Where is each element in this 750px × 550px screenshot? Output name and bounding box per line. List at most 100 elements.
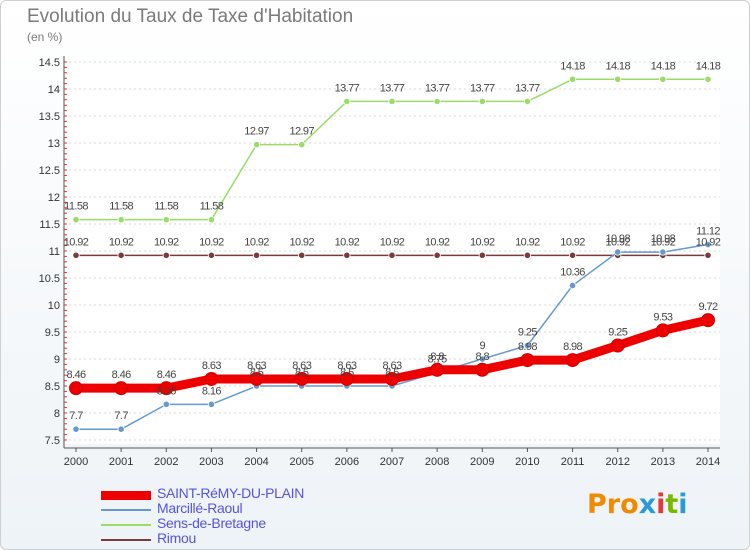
data-label: 8.5 [295, 367, 309, 379]
data-point [478, 355, 486, 363]
data-label: 13.77 [425, 82, 450, 94]
data-point [520, 353, 535, 368]
data-label: 10.92 [335, 236, 360, 248]
data-label: 7.7 [114, 410, 128, 422]
y-tick-label: 11 [49, 246, 60, 258]
data-point [568, 75, 577, 83]
data-label: 13.77 [515, 82, 540, 94]
y-tick-label: 8 [54, 408, 60, 420]
data-label: 10.92 [199, 236, 224, 248]
data-label: 10.92 [244, 236, 269, 248]
chart-unit: (en %) [27, 30, 63, 44]
data-point [117, 425, 125, 433]
y-tick-label: 13 [48, 138, 60, 150]
data-label: 14.18 [696, 60, 721, 72]
data-point [72, 216, 80, 224]
data-point [523, 341, 532, 350]
data-point [207, 400, 216, 408]
data-point [249, 371, 264, 386]
data-label: 8.8 [430, 351, 444, 363]
x-tick-label: 2006 [335, 456, 359, 468]
data-label: 8.5 [250, 367, 264, 379]
data-point [565, 353, 580, 368]
data-label: 10.36 [560, 267, 585, 279]
data-point [72, 425, 80, 433]
data-label: 14.18 [651, 60, 676, 72]
data-point [478, 251, 486, 259]
data-label: 8.63 [202, 360, 221, 372]
x-tick-label: 2009 [470, 456, 494, 468]
x-tick-label: 2008 [425, 456, 449, 468]
data-label: 10.92 [289, 236, 314, 248]
data-label: 10.92 [380, 236, 405, 248]
data-point [523, 97, 532, 106]
data-point [478, 97, 486, 106]
data-label: 8.46 [112, 369, 131, 381]
data-label: 10.92 [515, 236, 540, 248]
data-point [475, 362, 490, 377]
y-tick-label: 14.5 [39, 57, 60, 69]
data-label: 11.58 [154, 201, 178, 213]
data-point [704, 240, 712, 249]
data-label: 11.12 [696, 226, 720, 238]
data-point [162, 251, 170, 259]
data-label: 10.92 [605, 236, 630, 248]
data-label: 8.98 [518, 341, 537, 353]
data-label: 13.77 [470, 82, 495, 94]
data-point [655, 323, 670, 338]
data-point [69, 381, 83, 396]
y-tick-label: 9.5 [45, 327, 60, 339]
data-label: 11.58 [200, 201, 224, 213]
data-point [659, 75, 667, 83]
logo-letter: o [620, 489, 639, 520]
legend-swatch [101, 509, 151, 511]
data-point [343, 251, 351, 259]
y-tick-label: 11.5 [39, 219, 60, 231]
data-label: 9.72 [698, 301, 717, 313]
y-tick-label: 10.5 [39, 273, 60, 285]
data-label: 9.25 [608, 327, 627, 339]
logo-letter: i [678, 489, 688, 520]
data-point [388, 251, 396, 259]
data-label: 8.5 [385, 367, 399, 379]
data-point [207, 216, 216, 224]
y-tick-label: 8.5 [45, 381, 60, 393]
data-label: 9.53 [653, 311, 672, 323]
data-label: 10.92 [560, 236, 585, 248]
data-label: 8.46 [66, 369, 85, 381]
data-point [388, 97, 396, 106]
data-point [252, 251, 261, 259]
legend-label: SAINT-RéMY-DU-PLAIN [157, 485, 305, 501]
data-point [339, 371, 354, 386]
data-point [385, 371, 399, 386]
logo-letter: x [638, 489, 657, 520]
data-label: 10.98 [651, 233, 676, 245]
data-label: 11.58 [109, 201, 133, 213]
proxiti-logo: Proxiti [587, 489, 688, 520]
data-point [298, 251, 306, 259]
data-label: 11.58 [64, 201, 88, 213]
data-label: 14.18 [560, 60, 585, 72]
chart-title: Evolution du Taux de Taxe d'Habitation [27, 6, 354, 27]
x-tick-label: 2013 [651, 456, 675, 468]
data-label: 10.92 [109, 236, 134, 248]
data-label: 14.18 [605, 60, 630, 72]
data-label: 10.92 [154, 236, 179, 248]
data-label: 10.92 [64, 236, 89, 248]
y-tick-label: 12.5 [39, 165, 60, 177]
logo-letter: P [587, 489, 607, 520]
data-label: 9 [480, 340, 486, 352]
data-point [159, 381, 174, 396]
x-tick-label: 2000 [64, 456, 88, 468]
data-point [433, 251, 441, 259]
data-point [117, 216, 125, 224]
data-point [204, 371, 219, 386]
data-point [117, 251, 125, 259]
y-tick-label: 12 [48, 192, 60, 204]
x-tick-label: 2010 [515, 456, 539, 468]
data-point [433, 97, 441, 106]
x-tick-label: 2007 [380, 456, 404, 468]
x-tick-label: 2011 [561, 456, 585, 468]
